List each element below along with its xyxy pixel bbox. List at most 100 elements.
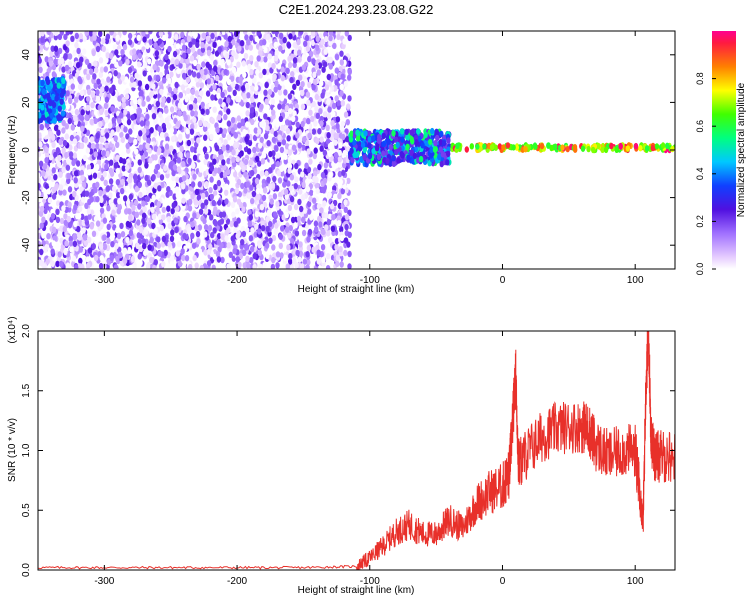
heatmap-cell [38, 190, 42, 197]
heatmap-cell [137, 159, 142, 166]
heatmap-cell [53, 174, 58, 181]
heatmap-cell [85, 256, 91, 263]
heatmap-cell [43, 207, 48, 215]
heatmap-cell [94, 67, 99, 74]
heatmap-cell [161, 96, 166, 104]
heatmap-cell [335, 254, 340, 261]
heatmap-cell [198, 119, 203, 127]
heatmap-cell [73, 220, 78, 228]
heatmap-cell [289, 76, 294, 84]
heatmap-cell [50, 260, 55, 267]
heatmap-cell [87, 236, 92, 243]
heatmap-cell [102, 217, 108, 224]
heatmap-cell [268, 237, 273, 244]
heatmap-cell [338, 178, 343, 186]
heatmap-cell [91, 230, 97, 237]
heatmap-cell [281, 103, 286, 110]
heatmap-cell [199, 90, 204, 97]
heatmap-cell [108, 178, 114, 185]
heatmap-cell [305, 185, 311, 193]
heatmap-cell [263, 56, 268, 63]
heatmap-cell [134, 211, 139, 218]
heatmap-cell [224, 183, 229, 190]
heatmap-cell [104, 96, 110, 103]
heatmap-cell [61, 205, 66, 212]
heatmap-cell [120, 74, 126, 82]
heatmap-cell [191, 242, 197, 249]
heatmap-cell [98, 189, 103, 197]
heatmap-cell [41, 216, 46, 223]
heatmap-cell [39, 205, 45, 213]
heatmap-cell [261, 120, 267, 128]
heatmap-cell [302, 258, 308, 265]
heatmap-cell [104, 109, 109, 117]
heatmap-cell [339, 90, 344, 97]
heatmap-cell [201, 239, 206, 246]
heatmap-cell [234, 83, 239, 91]
heatmap-cell [225, 144, 230, 151]
heatmap-cell [129, 76, 135, 83]
heatmap-cell [320, 92, 325, 99]
heatmap-cell [200, 41, 205, 49]
heatmap-cell [110, 105, 115, 113]
heatmap-cell [51, 141, 56, 148]
heatmap-cell [81, 227, 86, 234]
heatmap-cell [175, 176, 180, 183]
heatmap-cell [172, 164, 178, 171]
heatmap-cell [167, 77, 172, 85]
heatmap-cell [245, 121, 250, 128]
heatmap-cell [187, 69, 192, 76]
heatmap-cell [297, 198, 302, 206]
heatmap-cell [205, 61, 210, 68]
heatmap-cell [339, 234, 345, 242]
heatmap-cell [73, 177, 78, 184]
heatmap-cell [106, 76, 111, 83]
heatmap-cell [267, 53, 272, 60]
heatmap-cell [126, 113, 131, 120]
heatmap-cell [58, 184, 64, 191]
heatmap-cell [206, 78, 211, 85]
heatmap-cell [61, 147, 66, 154]
heatmap-cell [93, 254, 99, 262]
heatmap-cell [88, 174, 93, 181]
heatmap-cell [262, 262, 267, 269]
heatmap-cell [329, 260, 334, 267]
heatmap-cell [216, 39, 222, 46]
heatmap-cell [80, 109, 85, 116]
heatmap-cell [347, 34, 352, 42]
heatmap-cell [270, 98, 276, 105]
heatmap-cell [157, 190, 162, 197]
heatmap-cell [240, 118, 245, 125]
heatmap-cell [164, 53, 169, 61]
heatmap-cell [73, 115, 78, 122]
heatmap-cell [305, 45, 311, 52]
heatmap-cell [223, 113, 228, 121]
heatmap-cell [201, 73, 207, 81]
heatmap-cell [235, 208, 240, 215]
heatmap-cell [200, 101, 205, 109]
heatmap-cell [226, 97, 231, 104]
heatmap-cell [95, 143, 100, 150]
heatmap-cell [211, 264, 216, 269]
heatmap-cell [319, 136, 324, 143]
heatmap-cell [306, 200, 312, 208]
heatmap-cell [282, 181, 287, 188]
heatmap-cell [182, 52, 187, 59]
heatmap-cell [61, 119, 66, 127]
heatmap-cell [57, 251, 62, 258]
heatmap-cell [74, 264, 79, 269]
heatmap-cell [257, 249, 262, 256]
heatmap-cell [271, 244, 276, 251]
heatmap-cell [315, 35, 320, 42]
heatmap-cell [311, 84, 316, 91]
heatmap-cell [233, 221, 238, 228]
heatmap-cell [266, 140, 271, 147]
heatmap-cell [98, 243, 104, 250]
heatmap-cell [295, 79, 301, 87]
heatmap-cell [343, 80, 348, 88]
heatmap-cell [292, 57, 298, 64]
heatmap-cell [55, 216, 61, 224]
heatmap-cell [274, 145, 279, 152]
heatmap-cell [287, 204, 293, 212]
heatmap-cell [288, 107, 293, 115]
